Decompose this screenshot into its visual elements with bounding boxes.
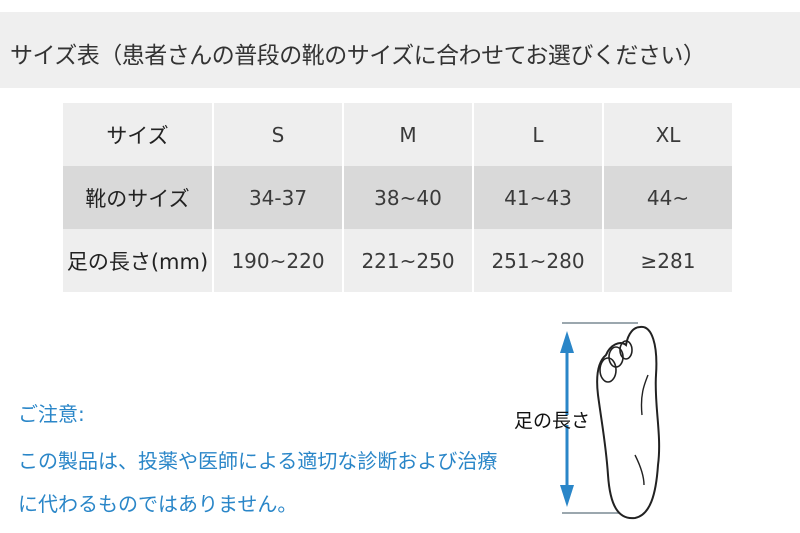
table-cell: 38~40 [342, 166, 473, 229]
foot-length-icon [560, 322, 661, 520]
table-cell: 221~250 [342, 229, 473, 292]
table-cell: 41~43 [472, 166, 603, 229]
table-cell: XL [602, 103, 732, 166]
table-cell: S [212, 103, 343, 166]
table-cell: M [342, 103, 473, 166]
table-row: サイズ S M L XL [63, 103, 732, 166]
size-table: サイズ S M L XL 靴のサイズ 34-37 38~40 41~43 44~… [63, 103, 732, 292]
table-cell: ≥281 [602, 229, 732, 292]
table-row: 靴のサイズ 34-37 38~40 41~43 44~ [63, 166, 732, 229]
title-banner: サイズ表（患者さんの普段の靴のサイズに合わせてお選びください） [0, 12, 800, 88]
table-cell: 190~220 [212, 229, 343, 292]
foot-length-label: 足の長さ [514, 410, 591, 432]
row-label: 足の長さ(mm) [63, 229, 213, 292]
notice-line: この製品は、投薬や医師による適切な診断および治療 [18, 449, 498, 473]
table-cell: L [472, 103, 603, 166]
table-cell: 44~ [602, 166, 732, 229]
notice-line: に代わるものではありません。 [18, 492, 298, 516]
row-label: サイズ [63, 103, 213, 166]
row-label: 靴のサイズ [63, 166, 213, 229]
notice-heading: ご注意: [18, 402, 85, 426]
table-cell: 34-37 [212, 166, 343, 229]
table-cell: 251~280 [472, 229, 603, 292]
page-title: サイズ表（患者さんの普段の靴のサイズに合わせてお選びください） [10, 43, 706, 69]
table-row: 足の長さ(mm) 190~220 221~250 251~280 ≥281 [63, 229, 732, 292]
